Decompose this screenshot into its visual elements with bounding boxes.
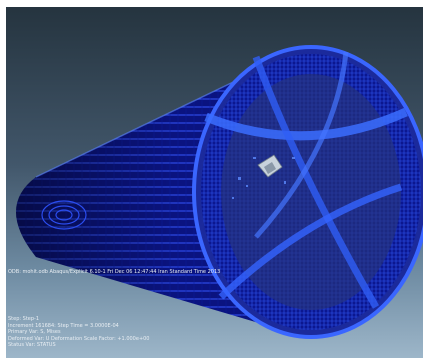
primary-var-label: Primary Var: S, Mises xyxy=(8,329,61,336)
cylindrical-shell-mesh-icon xyxy=(16,45,423,339)
status-var-label: Status Var: STATUS xyxy=(8,342,56,349)
abaqus-viewport[interactable]: ODB: mohit.odb Abaqus/Explicit 6.10-1 Fr… xyxy=(6,7,423,358)
step-label: Step: Step-1 xyxy=(8,316,40,322)
odb-info-line: ODB: mohit.odb Abaqus/Explicit 6.10-1 Fr… xyxy=(8,269,221,275)
deformed-var-label: Deformed Var: U Deformation Scale Factor… xyxy=(8,335,150,342)
deformed-projectile-icon xyxy=(257,154,283,178)
step-info-block: Step: Step-1 Increment 161684: Step Time… xyxy=(8,316,150,349)
increment-label: Increment 161684: Step Time = 3.0000E-04 xyxy=(8,322,119,329)
